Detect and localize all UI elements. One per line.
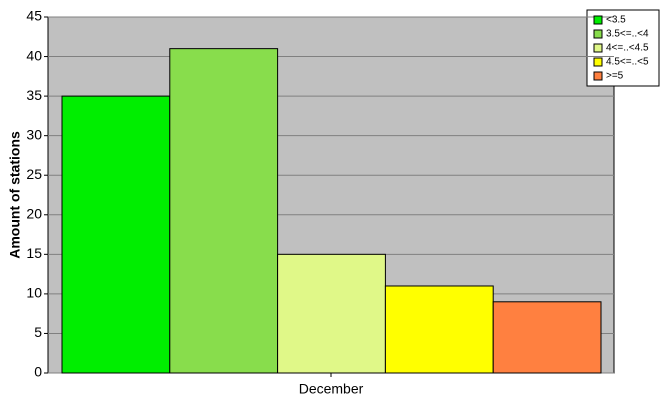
bar [384, 285, 494, 374]
bar [492, 301, 602, 374]
y-tick-label: 10 [26, 285, 42, 301]
y-axis-label: Amount of stations [7, 131, 23, 259]
legend-swatch [593, 43, 603, 53]
bar [61, 95, 171, 374]
legend-label: 4<=..<4.5 [606, 43, 649, 54]
x-tick-label: December [299, 381, 364, 397]
legend-swatch [593, 57, 603, 67]
y-tick-label: 25 [26, 166, 42, 182]
legend-swatch [593, 71, 603, 81]
legend-label: >=5 [606, 71, 624, 82]
y-tick-label: 5 [34, 324, 42, 340]
y-tick-label: 35 [26, 87, 42, 103]
bar [277, 253, 386, 374]
legend-label: 4.5<=..<5 [606, 57, 649, 68]
legend-swatch [593, 15, 603, 25]
y-tick-label: 20 [26, 205, 42, 221]
y-tick-label: 15 [26, 245, 42, 261]
y-tick-label: 30 [26, 126, 42, 142]
y-tick-label: 45 [26, 8, 42, 24]
legend-label: 3.5<=..<4 [606, 29, 649, 40]
bar [169, 48, 279, 374]
y-tick-label: 0 [34, 364, 42, 380]
legend-label: <3.5 [606, 15, 626, 26]
y-tick-label: 40 [26, 47, 42, 63]
legend-swatch [593, 29, 603, 39]
